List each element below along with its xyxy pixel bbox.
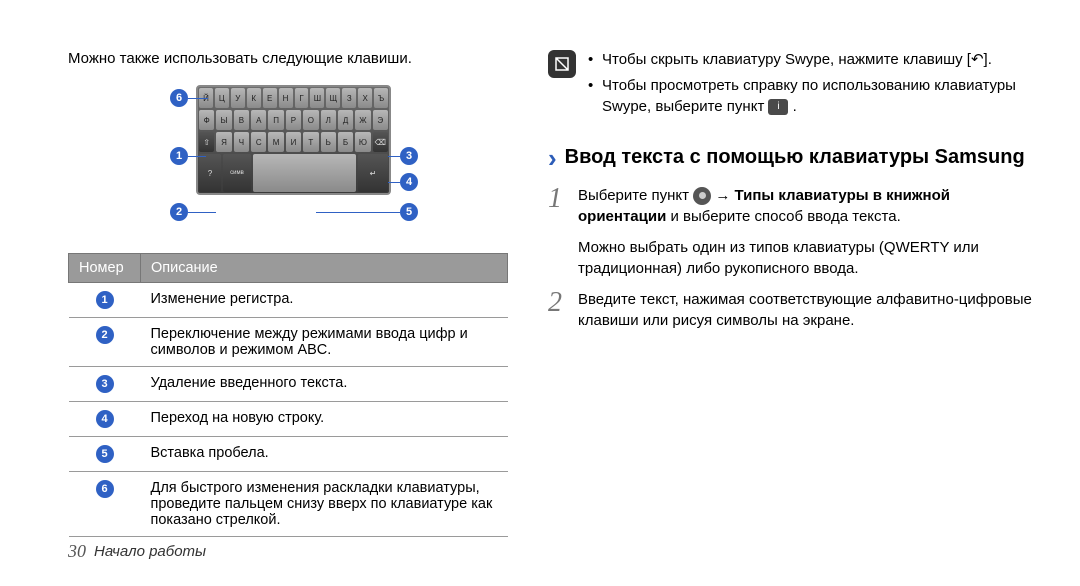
page-footer: 30 Начало работы <box>68 541 206 562</box>
section-heading: › Ввод текста с помощью клавиатуры Samsu… <box>548 145 1032 171</box>
callout-5: 5 <box>400 203 418 221</box>
key: ⇧ <box>199 132 214 152</box>
callout-1: 1 <box>170 147 188 165</box>
table-cell-desc: Удаление введенного текста. <box>141 367 508 402</box>
table-cell-number: 2 <box>69 318 141 367</box>
step1-sub: Можно выбрать один из типов клавиатуры (… <box>578 237 1032 279</box>
step1-arrow: → <box>711 187 734 204</box>
table-row: 2 Переключение между режимами ввода цифр … <box>69 318 508 367</box>
key: ⌫ <box>373 132 388 152</box>
key: ? <box>199 154 221 192</box>
table-cell-desc: Переключение между режимами ввода цифр и… <box>141 318 508 367</box>
table-cell-desc: Для быстрого изменения раскладки клавиат… <box>141 472 508 537</box>
key: Л <box>321 110 336 130</box>
intro-text: Можно также использовать следующие клави… <box>68 50 508 67</box>
callout-4: 4 <box>400 173 418 191</box>
step-1: 1 Выберите пункт → Типы клавиатуры в кни… <box>548 185 1032 227</box>
table-row: 6 Для быстрого изменения раскладки клавиа… <box>69 472 508 537</box>
key: К <box>247 88 261 108</box>
key: Я <box>216 132 231 152</box>
key: Щ <box>326 88 340 108</box>
table-header-desc: Описание <box>141 254 508 283</box>
page-number: 30 <box>68 541 86 562</box>
key: Т <box>303 132 318 152</box>
gear-icon <box>693 187 711 205</box>
key: А <box>251 110 266 130</box>
table-row: 5 Вставка пробела. <box>69 437 508 472</box>
footer-label: Начало работы <box>94 543 206 560</box>
key: симв <box>223 154 251 192</box>
key: Б <box>338 132 353 152</box>
key: Ы <box>216 110 231 130</box>
key: Х <box>358 88 372 108</box>
key: Г <box>295 88 309 108</box>
key: С <box>251 132 266 152</box>
key: Ю <box>355 132 370 152</box>
number-badge: 4 <box>96 410 114 428</box>
note-icon <box>548 50 576 78</box>
table-row: 3 Удаление введенного текста. <box>69 367 508 402</box>
key: В <box>234 110 249 130</box>
key-space <box>253 154 356 192</box>
note-block: Чтобы скрыть клавиатуру Swype, нажмите к… <box>548 50 1032 123</box>
key: Д <box>338 110 353 130</box>
key: Ч <box>234 132 249 152</box>
key: Ъ <box>374 88 388 108</box>
table-cell-desc: Переход на новую строку. <box>141 402 508 437</box>
key: Ж <box>355 110 370 130</box>
number-badge: 2 <box>96 326 114 344</box>
key: Н <box>279 88 293 108</box>
note-item: Чтобы скрыть клавиатуру Swype, нажмите к… <box>588 50 1032 70</box>
number-badge: 3 <box>96 375 114 393</box>
callout-2: 2 <box>170 203 188 221</box>
step2-text: Введите текст, нажимая соответствующие а… <box>578 289 1032 331</box>
key: Р <box>286 110 301 130</box>
key: П <box>268 110 283 130</box>
step1-post: и выберите способ ввода текста. <box>666 208 900 225</box>
key: Ф <box>199 110 214 130</box>
key: Э <box>373 110 388 130</box>
key: О <box>303 110 318 130</box>
chevron-icon: › <box>548 145 557 171</box>
description-table: Номер Описание 1 Изменение регистра. 2 Пере… <box>68 253 508 537</box>
section-title: Ввод текста с помощью клавиатуры Samsung <box>565 145 1025 170</box>
callout-3: 3 <box>400 147 418 165</box>
table-cell-number: 5 <box>69 437 141 472</box>
key: У <box>231 88 245 108</box>
swype-help-icon: i <box>768 99 788 115</box>
key: И <box>286 132 301 152</box>
key: Ш <box>310 88 324 108</box>
table-cell-number: 1 <box>69 283 141 318</box>
number-badge: 1 <box>96 291 114 309</box>
note-item: Чтобы просмотреть справку по использован… <box>588 76 1032 117</box>
table-header-number: Номер <box>69 254 141 283</box>
number-badge: 5 <box>96 445 114 463</box>
table-row: 1 Изменение регистра. <box>69 283 508 318</box>
table-cell-desc: Вставка пробела. <box>141 437 508 472</box>
table-cell-desc: Изменение регистра. <box>141 283 508 318</box>
key: Е <box>263 88 277 108</box>
key: Ь <box>321 132 336 152</box>
table-cell-number: 3 <box>69 367 141 402</box>
keyboard-image: ЙЦУКЕНГШЩЗХЪ ФЫВАПРОЛДЖЭ ⇧ЯЧСМИТЬБЮ⌫ ?си… <box>196 85 391 195</box>
table-cell-number: 6 <box>69 472 141 537</box>
table-row: 4 Переход на новую строку. <box>69 402 508 437</box>
step1-pre: Выберите пункт <box>578 187 693 204</box>
keyboard-figure: ЙЦУКЕНГШЩЗХЪ ФЫВАПРОЛДЖЭ ⇧ЯЧСМИТЬБЮ⌫ ?си… <box>148 85 428 235</box>
step-number: 2 <box>548 289 568 331</box>
key: З <box>342 88 356 108</box>
key: Ц <box>215 88 229 108</box>
step-number: 1 <box>548 185 568 227</box>
callout-6: 6 <box>170 89 188 107</box>
key: М <box>268 132 283 152</box>
number-badge: 6 <box>96 480 114 498</box>
table-cell-number: 4 <box>69 402 141 437</box>
step-2: 2 Введите текст, нажимая соответствующие… <box>548 289 1032 331</box>
key: ↵ <box>358 154 388 192</box>
